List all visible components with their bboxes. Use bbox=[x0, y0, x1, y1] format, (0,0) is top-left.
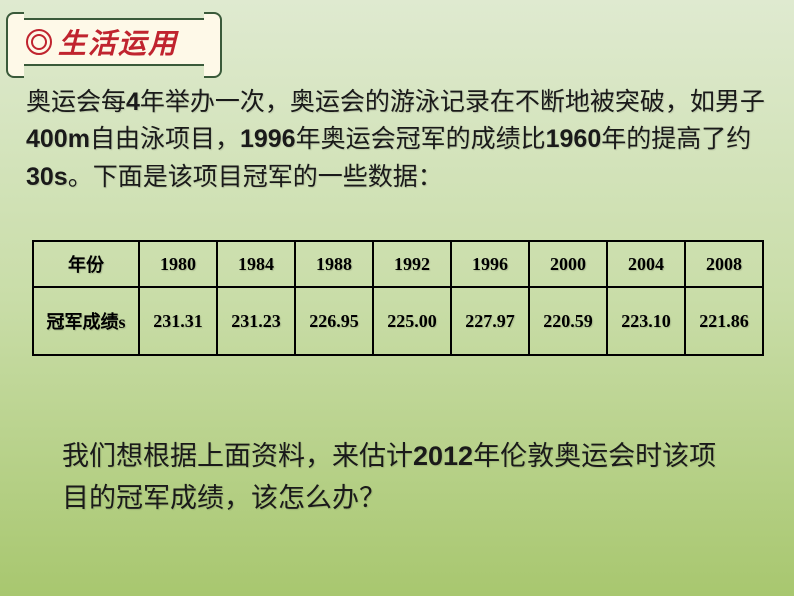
text-part: 。下面是该项目冠军的一些数据： bbox=[68, 164, 443, 191]
result-cell: 225.00 bbox=[373, 287, 451, 355]
text-part: 年奥运会冠军的成绩比 bbox=[296, 126, 546, 153]
num-1996: 1996 bbox=[240, 125, 296, 153]
text-part: 奥运会每 bbox=[26, 89, 126, 116]
title-text: 生活运用 bbox=[58, 22, 178, 62]
year-cell: 2004 bbox=[607, 241, 685, 287]
table-value-row: 冠军成绩s 231.31 231.23 226.95 225.00 227.97… bbox=[33, 287, 763, 355]
year-cell: 1984 bbox=[217, 241, 295, 287]
num-400m: 400m bbox=[26, 125, 90, 153]
result-cell: 221.86 bbox=[685, 287, 763, 355]
result-cell: 231.31 bbox=[139, 287, 217, 355]
year-cell: 2008 bbox=[685, 241, 763, 287]
question-paragraph: 我们想根据上面资料，来估计2012年伦敦奥运会时该项目的冠军成绩，该怎么办？ bbox=[62, 436, 742, 520]
result-cell: 231.23 bbox=[217, 287, 295, 355]
year-cell: 2000 bbox=[529, 241, 607, 287]
table-header-row: 年份 1980 1984 1988 1992 1996 2000 2004 20… bbox=[33, 241, 763, 287]
text-part: 自由泳项目， bbox=[90, 126, 240, 153]
year-label-cell: 年份 bbox=[33, 241, 139, 287]
year-cell: 1980 bbox=[139, 241, 217, 287]
title-scroll-box: 生活运用 bbox=[14, 18, 214, 66]
result-cell: 220.59 bbox=[529, 287, 607, 355]
num-30s: 30s bbox=[26, 163, 68, 191]
text-part: 年的提高了约 bbox=[601, 126, 751, 153]
year-cell: 1996 bbox=[451, 241, 529, 287]
text-part: 年举办一次，奥运会的游泳记录在不断地被突破，如男子 bbox=[140, 89, 765, 116]
text-part: 我们想根据上面资料，来估计 bbox=[62, 441, 413, 471]
num-4: 4 bbox=[126, 88, 140, 116]
result-cell: 223.10 bbox=[607, 287, 685, 355]
double-circle-icon bbox=[26, 29, 52, 55]
result-cell: 226.95 bbox=[295, 287, 373, 355]
result-cell: 227.97 bbox=[451, 287, 529, 355]
intro-paragraph: 奥运会每4年举办一次，奥运会的游泳记录在不断地被突破，如男子 400m自由泳项目，… bbox=[26, 84, 770, 196]
num-2012: 2012 bbox=[413, 441, 473, 471]
num-1960: 1960 bbox=[546, 125, 602, 153]
year-cell: 1992 bbox=[373, 241, 451, 287]
year-cell: 1988 bbox=[295, 241, 373, 287]
result-label-cell: 冠军成绩s bbox=[33, 287, 139, 355]
results-table: 年份 1980 1984 1988 1992 1996 2000 2004 20… bbox=[32, 240, 764, 356]
